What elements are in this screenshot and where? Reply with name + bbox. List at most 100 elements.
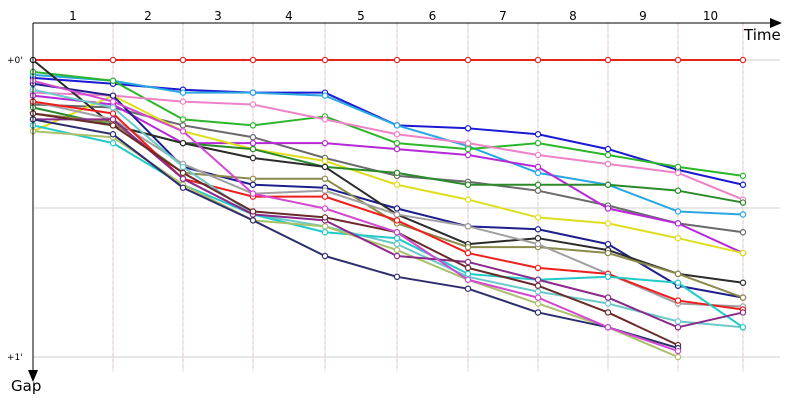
- series-layer: [29, 56, 747, 361]
- series-5-point-5: [393, 131, 401, 138]
- series-20-point-3: [249, 217, 257, 224]
- series-10-point-5: [393, 205, 401, 212]
- series-3-point-3: [249, 89, 257, 96]
- series-8-point-10: [739, 249, 747, 257]
- series-9-point-5: [393, 169, 401, 177]
- series-16-point-1: [109, 139, 117, 147]
- series-20-point-5: [393, 273, 401, 281]
- x-tick-label: 1: [69, 9, 77, 23]
- series-15-point-7: [534, 288, 542, 295]
- series-8-point-8: [604, 220, 612, 227]
- series-14-point-4: [321, 193, 329, 200]
- series-5-point-7: [534, 151, 542, 159]
- x-tick-label: 10: [703, 9, 718, 23]
- series-11-point-3: [249, 154, 257, 162]
- series-12-point-10: [739, 294, 747, 301]
- series-17-point-7: [534, 300, 542, 307]
- series-8-point-9: [674, 234, 682, 242]
- series-20-point-4: [321, 252, 329, 260]
- series-10-point-8: [604, 240, 612, 248]
- series-6-point-3: [249, 134, 257, 141]
- series-5-point-3: [249, 101, 257, 108]
- series-21-point-8: [604, 324, 612, 331]
- series-19-point-6: [464, 264, 472, 272]
- series-1-point-2: [179, 56, 187, 64]
- series-6-point-2: [179, 122, 187, 129]
- series-4-point-10: [739, 172, 747, 180]
- series-7-point-7: [534, 163, 542, 171]
- series-20-point-2: [179, 184, 187, 191]
- series-15-point-5: [393, 240, 401, 248]
- series-2-point-7: [534, 131, 542, 138]
- series-13-point-6: [464, 223, 472, 230]
- series-7-point-6: [464, 151, 472, 159]
- series-18-point-10: [739, 309, 747, 316]
- series-18-point-7: [534, 276, 542, 283]
- series-16-point-6: [464, 270, 472, 278]
- series-20-point-7: [534, 309, 542, 316]
- series-line-20: [32, 118, 679, 350]
- series-line-19: [32, 112, 679, 347]
- x-tick-label: 8: [569, 9, 577, 23]
- series-5-point-8: [604, 160, 612, 168]
- series-18-point-2: [179, 175, 187, 182]
- series-21-point-2: [179, 128, 187, 135]
- series-5-point-4: [321, 116, 329, 123]
- series-3-point-7: [534, 169, 542, 177]
- series-7-point-9: [674, 220, 682, 227]
- series-line-18: [33, 118, 744, 329]
- series-1-point-10: [739, 56, 747, 64]
- series-8-point-4: [321, 157, 329, 165]
- series-15-point-2: [179, 163, 187, 171]
- x-tick-label: 6: [429, 9, 437, 23]
- series-line-10: [32, 82, 744, 299]
- series-5-point-2: [179, 98, 187, 105]
- series-9-point-10: [739, 199, 747, 206]
- series-3-point-10: [739, 211, 747, 218]
- series-21-point-9: [674, 347, 682, 355]
- series-16-point-4: [321, 229, 329, 236]
- series-3-point-2: [179, 89, 187, 96]
- series-21-point-3: [249, 190, 257, 197]
- series-4-point-3: [249, 122, 257, 129]
- series-21-point-6: [464, 276, 472, 283]
- series-11-point-4: [321, 163, 329, 171]
- series-11-point-10: [739, 279, 747, 286]
- series-15-point-1: [109, 104, 117, 111]
- series-10-point-7: [534, 226, 542, 233]
- series-14-point-9: [674, 297, 682, 304]
- series-1-point-6: [464, 56, 472, 64]
- series-7-point-3: [249, 139, 257, 147]
- series-4-point-1: [109, 77, 117, 84]
- series-4-point-6: [464, 145, 472, 153]
- series-7-point-4: [321, 139, 329, 147]
- series-16-point-5: [393, 234, 401, 242]
- series-8-point-6: [464, 196, 472, 203]
- series-12-point-4: [321, 175, 329, 182]
- series-18-point-8: [604, 294, 612, 301]
- series-1-point-8: [604, 56, 612, 64]
- x-tick-label: 7: [499, 9, 507, 23]
- series-12-point-8: [604, 249, 612, 257]
- series-1-point-3: [249, 56, 257, 64]
- series-17-point-9: [674, 353, 682, 361]
- series-19-point-2: [179, 169, 187, 177]
- series-15-point-8: [604, 300, 612, 307]
- series-10-point-3: [249, 181, 257, 188]
- series-14-point-6: [464, 249, 472, 257]
- series-10-point-1: [109, 92, 117, 99]
- series-18-point-6: [464, 258, 472, 266]
- series-4-point-7: [534, 139, 542, 147]
- series-1-point-7: [534, 56, 542, 64]
- series-1-point-1: [109, 56, 117, 64]
- series-13-point-7: [534, 240, 542, 248]
- series-2-point-6: [464, 125, 472, 132]
- series-12-point-3: [249, 175, 257, 182]
- series-8-point-5: [393, 181, 401, 188]
- series-21-point-4: [321, 205, 329, 212]
- series-9-point-6: [464, 181, 472, 188]
- series-13-point-4: [321, 187, 329, 194]
- series-16-point-9: [674, 279, 682, 286]
